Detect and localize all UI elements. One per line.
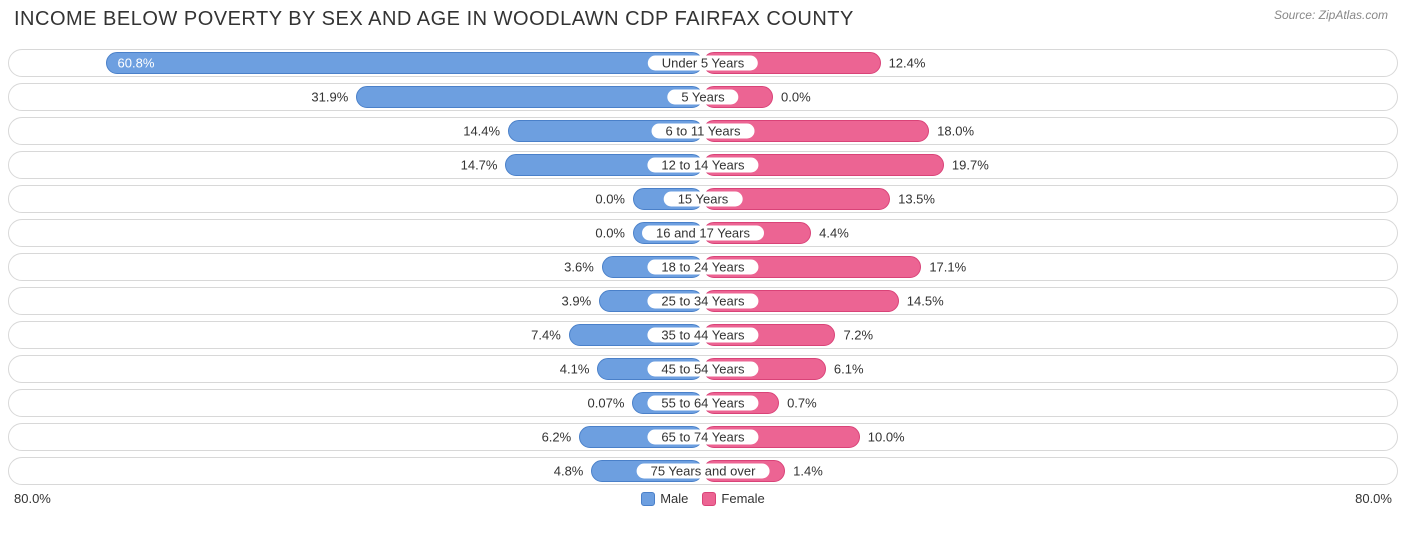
legend-male: Male bbox=[641, 491, 688, 506]
female-bar bbox=[703, 120, 929, 142]
legend-swatch-female bbox=[702, 492, 716, 506]
legend-swatch-male bbox=[641, 492, 655, 506]
chart-row: 3.9%14.5%25 to 34 Years bbox=[8, 287, 1398, 315]
chart-row: 6.2%10.0%65 to 74 Years bbox=[8, 423, 1398, 451]
female-bar bbox=[703, 324, 835, 346]
female-value: 17.1% bbox=[929, 260, 966, 275]
male-bar bbox=[569, 324, 703, 346]
axis-max-left: 80.0% bbox=[14, 491, 51, 506]
diverging-bar-chart: 60.8%12.4%Under 5 Years31.9%0.0%5 Years1… bbox=[8, 49, 1398, 485]
male-value: 4.8% bbox=[554, 464, 584, 479]
chart-row: 4.1%6.1%45 to 54 Years bbox=[8, 355, 1398, 383]
chart-row: 4.8%1.4%75 Years and over bbox=[8, 457, 1398, 485]
male-bar bbox=[599, 290, 703, 312]
chart-row: 31.9%0.0%5 Years bbox=[8, 83, 1398, 111]
male-value: 3.6% bbox=[564, 260, 594, 275]
male-value: 0.0% bbox=[595, 226, 625, 241]
chart-row: 14.4%18.0%6 to 11 Years bbox=[8, 117, 1398, 145]
chart-source: Source: ZipAtlas.com bbox=[1274, 8, 1388, 22]
chart-footer: 80.0% Male Female 80.0% bbox=[8, 491, 1398, 506]
chart-row: 60.8%12.4%Under 5 Years bbox=[8, 49, 1398, 77]
female-bar bbox=[703, 358, 826, 380]
female-value: 13.5% bbox=[898, 192, 935, 207]
chart-row: 0.0%4.4%16 and 17 Years bbox=[8, 219, 1398, 247]
male-value: 60.8% bbox=[118, 56, 155, 71]
axis-max-right: 80.0% bbox=[1355, 491, 1392, 506]
female-bar bbox=[703, 460, 785, 482]
male-value: 14.4% bbox=[463, 124, 500, 139]
female-value: 0.7% bbox=[787, 396, 817, 411]
legend-label-male: Male bbox=[660, 491, 688, 506]
female-bar bbox=[703, 52, 881, 74]
male-bar bbox=[508, 120, 703, 142]
female-value: 10.0% bbox=[868, 430, 905, 445]
female-value: 18.0% bbox=[937, 124, 974, 139]
female-value: 0.0% bbox=[781, 90, 811, 105]
chart-row: 0.07%0.7%55 to 64 Years bbox=[8, 389, 1398, 417]
female-bar bbox=[703, 86, 773, 108]
female-bar bbox=[703, 222, 811, 244]
male-bar bbox=[632, 392, 703, 414]
female-value: 6.1% bbox=[834, 362, 864, 377]
legend-label-female: Female bbox=[721, 491, 764, 506]
male-bar bbox=[106, 52, 703, 74]
male-bar bbox=[591, 460, 703, 482]
male-value: 7.4% bbox=[531, 328, 561, 343]
chart-row: 0.0%13.5%15 Years bbox=[8, 185, 1398, 213]
female-value: 7.2% bbox=[843, 328, 873, 343]
male-bar bbox=[505, 154, 703, 176]
male-value: 0.0% bbox=[595, 192, 625, 207]
male-value: 14.7% bbox=[461, 158, 498, 173]
female-bar bbox=[703, 290, 899, 312]
female-bar bbox=[703, 154, 944, 176]
male-value: 31.9% bbox=[311, 90, 348, 105]
female-bar bbox=[703, 256, 921, 278]
female-bar bbox=[703, 426, 860, 448]
male-bar bbox=[633, 222, 703, 244]
male-bar bbox=[356, 86, 703, 108]
chart-title: INCOME BELOW POVERTY BY SEX AND AGE IN W… bbox=[14, 8, 854, 31]
male-value: 3.9% bbox=[562, 294, 592, 309]
male-bar bbox=[597, 358, 703, 380]
chart-row: 7.4%7.2%35 to 44 Years bbox=[8, 321, 1398, 349]
female-bar bbox=[703, 188, 890, 210]
male-bar bbox=[602, 256, 703, 278]
female-value: 14.5% bbox=[907, 294, 944, 309]
female-value: 19.7% bbox=[952, 158, 989, 173]
chart-row: 14.7%19.7%12 to 14 Years bbox=[8, 151, 1398, 179]
chart-row: 3.6%17.1%18 to 24 Years bbox=[8, 253, 1398, 281]
male-value: 4.1% bbox=[560, 362, 590, 377]
female-value: 1.4% bbox=[793, 464, 823, 479]
female-bar bbox=[703, 392, 779, 414]
male-bar bbox=[579, 426, 703, 448]
male-value: 0.07% bbox=[588, 396, 625, 411]
female-value: 12.4% bbox=[889, 56, 926, 71]
chart-header: INCOME BELOW POVERTY BY SEX AND AGE IN W… bbox=[8, 8, 1398, 31]
female-value: 4.4% bbox=[819, 226, 849, 241]
legend: Male Female bbox=[641, 491, 765, 506]
male-value: 6.2% bbox=[542, 430, 572, 445]
male-bar bbox=[633, 188, 703, 210]
legend-female: Female bbox=[702, 491, 764, 506]
